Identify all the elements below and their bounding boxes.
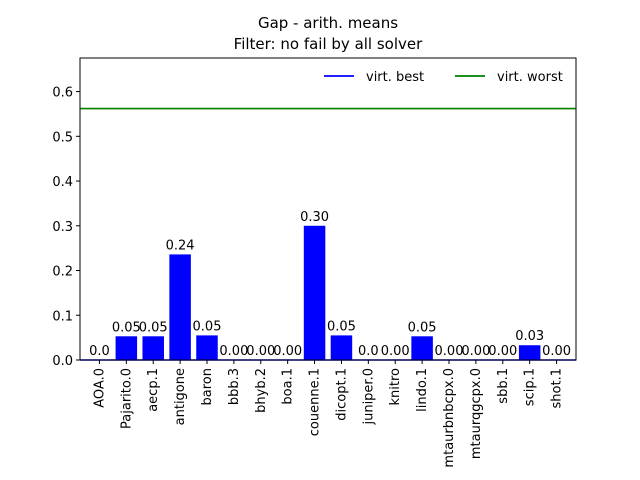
chart-title: Gap - arith. means xyxy=(258,14,398,32)
bar-value-label: 0.00 xyxy=(219,344,248,359)
x-tick-label: Pajarito.0 xyxy=(119,368,134,429)
y-tick-label: 0.1 xyxy=(52,309,73,324)
x-tick-label: couenne.1 xyxy=(308,368,323,436)
chart-subtitle: Filter: no fail by all solver xyxy=(234,35,423,53)
x-tick-label: mtaurbnbcpx.0 xyxy=(442,368,457,468)
y-tick-label: 0.0 xyxy=(52,354,73,369)
bar-value-label: 0.05 xyxy=(112,320,141,335)
bars-group xyxy=(115,225,541,360)
y-tick-label: 0.3 xyxy=(52,220,73,235)
x-tick-label: aecp.1 xyxy=(146,368,161,412)
bar-value-label: 0.0 xyxy=(89,344,110,359)
bar-value-label: 0.30 xyxy=(300,210,329,225)
bar-value-label: 0.00 xyxy=(461,344,490,359)
x-tick-label: sbb.1 xyxy=(496,368,511,404)
bar-baron xyxy=(196,335,218,360)
bar-value-label: 0.00 xyxy=(381,344,410,359)
x-tick-label: lindo.1 xyxy=(415,368,430,412)
bar-value-label: 0.0 xyxy=(358,344,379,359)
x-tick-label: scip.1 xyxy=(523,368,538,406)
x-tick-label: antigone xyxy=(173,368,188,425)
x-tick-label: dicopt.1 xyxy=(334,368,349,421)
bar-Pajarito.0 xyxy=(115,336,138,360)
bar-value-label: 0.05 xyxy=(193,319,222,334)
y-axis: 0.0 0.1 0.2 0.3 0.4 0.5 0.6 xyxy=(52,86,80,369)
plot-frame xyxy=(79,57,577,361)
bar-lindo.1 xyxy=(411,336,433,360)
x-axis: AOA.0 Pajarito.0 aecp.1 antigone baron bbb.3 b… xyxy=(92,360,565,468)
bar-value-label: 0.24 xyxy=(166,238,195,253)
bar-value-label: 0.05 xyxy=(139,320,168,335)
bar-value-label: 0.00 xyxy=(488,344,517,359)
bar-scip.1 xyxy=(518,345,541,360)
bar-aecp.1 xyxy=(142,336,164,360)
legend-label: virt. worst xyxy=(497,70,563,85)
legend: virt. best virt. worst xyxy=(324,70,563,85)
bar-dicopt.1 xyxy=(330,335,353,360)
bar-value-label: 0.00 xyxy=(542,344,571,359)
bar-labels-group: 0.00.050.050.240.050.000.000.000.300.050… xyxy=(89,210,571,359)
x-tick-label: shot.1 xyxy=(550,368,565,408)
x-tick-label: mtaurqgcpx.0 xyxy=(469,368,484,459)
bar-value-label: 0.00 xyxy=(246,344,275,359)
bar-value-label: 0.05 xyxy=(327,319,356,334)
bar-value-label: 0.00 xyxy=(435,344,464,359)
x-tick-label: knitro xyxy=(388,368,403,406)
bar-couenne.1 xyxy=(303,225,326,360)
x-tick-label: baron xyxy=(200,368,215,405)
x-tick-label: juniper.0 xyxy=(361,368,376,426)
x-tick-label: bbb.3 xyxy=(227,368,242,405)
x-tick-label: AOA.0 xyxy=(92,368,107,408)
x-tick-label: boa.1 xyxy=(281,368,296,405)
legend-label: virt. best xyxy=(366,70,424,85)
y-tick-label: 0.6 xyxy=(52,86,73,101)
x-tick-label: bhyb.2 xyxy=(254,368,269,413)
y-tick-label: 0.5 xyxy=(52,130,73,145)
y-tick-label: 0.4 xyxy=(52,175,73,190)
bar-value-label: 0.03 xyxy=(515,329,544,344)
bar-antigone xyxy=(169,254,191,360)
bar-value-label: 0.05 xyxy=(408,320,437,335)
bar-value-label: 0.00 xyxy=(273,344,302,359)
y-tick-label: 0.2 xyxy=(52,265,73,280)
